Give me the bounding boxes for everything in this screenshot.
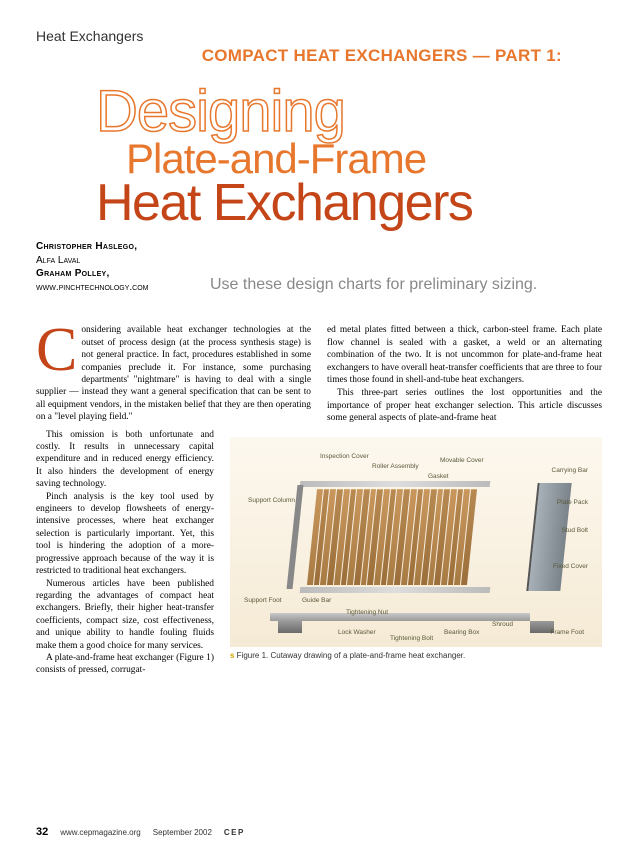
article-deck: Use these design charts for preliminary … bbox=[210, 276, 602, 294]
figure-1: Support Column Inspection Cover Roller A… bbox=[230, 437, 602, 677]
label-carrying-bar: Carrying Bar bbox=[552, 467, 588, 474]
carrying-bar-shape bbox=[300, 481, 491, 487]
body-narrow-col: This omission is both unfortunate and co… bbox=[36, 429, 214, 677]
dropcap: C bbox=[36, 324, 81, 374]
title-block: Designing Plate-and-Frame Heat Exchanger… bbox=[96, 84, 602, 228]
label-bearing-box: Bearing Box bbox=[444, 629, 479, 636]
guide-bar-shape bbox=[300, 587, 491, 593]
article-overline: COMPACT HEAT EXCHANGERS — PART 1: bbox=[36, 46, 602, 66]
label-stud-bolt: Stud Bolt bbox=[562, 527, 588, 534]
section-label: Heat Exchangers bbox=[36, 28, 602, 44]
label-inspection-cover: Inspection Cover bbox=[320, 453, 369, 460]
body-narrow-p3: Numerous articles have been published re… bbox=[36, 578, 214, 652]
support-foot-shape bbox=[278, 621, 302, 633]
page-footer: 32 www.cepmagazine.org September 2002 CE… bbox=[36, 826, 245, 838]
footer-date: September 2002 bbox=[153, 828, 212, 837]
body-narrow-p4: A plate-and-frame heat exchanger (Figure… bbox=[36, 652, 214, 677]
footer-url: www.cepmagazine.org bbox=[60, 828, 140, 837]
author-1-affil: Alfa Laval bbox=[36, 254, 186, 268]
plate-pack-shape bbox=[307, 489, 477, 585]
body-narrow-p2: Pinch analysis is the key tool used by e… bbox=[36, 491, 214, 578]
label-plate-pack: Plate Pack bbox=[557, 499, 588, 506]
label-frame-foot: Frame Foot bbox=[550, 629, 584, 636]
label-support-column: Support Column bbox=[248, 497, 295, 504]
body-right-p1: ed metal plates fitted between a thick, … bbox=[327, 325, 602, 385]
label-tightening-nut: Tightening Nut bbox=[346, 609, 388, 616]
label-support-foot: Support Foot bbox=[244, 597, 282, 604]
body-right-p2: This three-part series outlines the lost… bbox=[327, 387, 602, 424]
body-left-col: C onsidering available heat exchanger te… bbox=[36, 324, 311, 424]
label-tightening-bolt: Tightening Bolt bbox=[390, 635, 433, 642]
byline-row: Christopher Haslego, Alfa Laval Graham P… bbox=[36, 240, 602, 294]
footer-magazine: CEP bbox=[224, 828, 245, 837]
title-line-3: Heat Exchangers bbox=[96, 179, 602, 228]
body-right-col: ed metal plates fitted between a thick, … bbox=[327, 324, 602, 424]
label-movable-cover: Movable Cover bbox=[440, 457, 484, 464]
author-1-name: Christopher Haslego, bbox=[36, 240, 186, 254]
author-2-affil: www.pinchtechnology.com bbox=[36, 281, 186, 295]
page-number: 32 bbox=[36, 826, 48, 838]
label-guide-bar: Guide Bar bbox=[302, 597, 331, 604]
figure-1-caption: Figure 1. Cutaway drawing of a plate-and… bbox=[230, 651, 602, 660]
label-fixed-cover: Fixed Cover bbox=[553, 563, 588, 570]
title-line-2: Plate-and-Frame bbox=[126, 139, 602, 179]
lower-wrap: This omission is both unfortunate and co… bbox=[36, 429, 602, 677]
figure-1-image: Support Column Inspection Cover Roller A… bbox=[230, 437, 602, 647]
body-narrow-p1: This omission is both unfortunate and co… bbox=[36, 429, 214, 491]
label-lock-washer: Lock Washer bbox=[338, 629, 376, 636]
label-shroud: Shroud bbox=[492, 621, 513, 628]
author-2-name: Graham Polley, bbox=[36, 267, 186, 281]
label-gasket: Gasket bbox=[428, 473, 449, 480]
authors-block: Christopher Haslego, Alfa Laval Graham P… bbox=[36, 240, 186, 294]
title-line-1: Designing bbox=[96, 84, 602, 139]
label-roller-assembly: Roller Assembly bbox=[372, 463, 419, 470]
body-columns-top: C onsidering available heat exchanger te… bbox=[36, 324, 602, 424]
base-bar-shape bbox=[270, 613, 530, 621]
